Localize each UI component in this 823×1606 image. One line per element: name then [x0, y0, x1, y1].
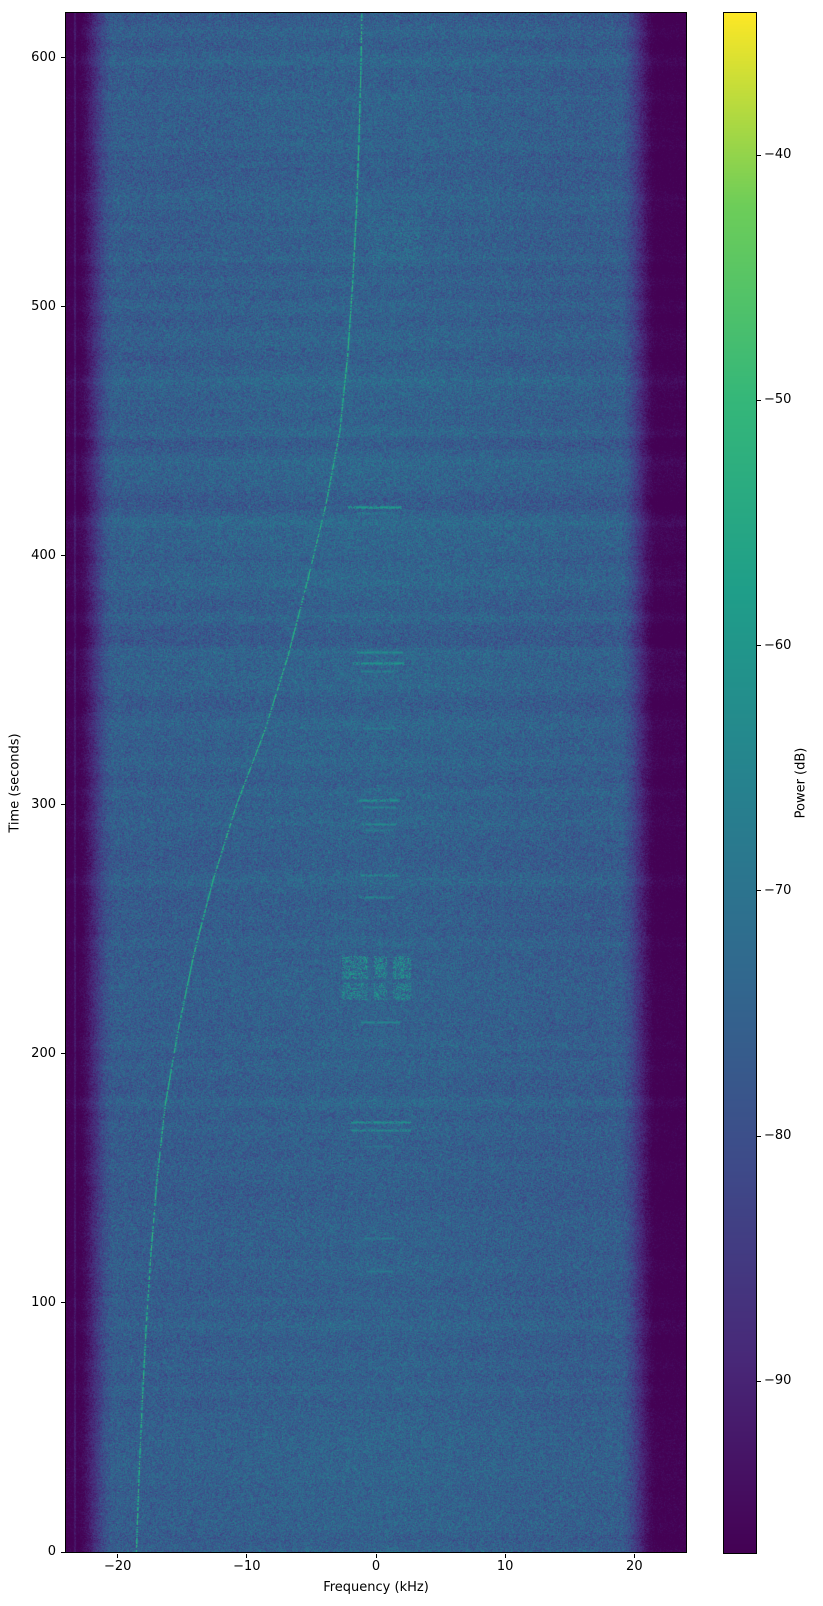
x-tick-label: 0 [371, 1559, 381, 1574]
colorbar-tick-label: −80 [764, 1128, 792, 1144]
y-tick-mark [61, 306, 65, 308]
colorbar-tick-label: −40 [764, 147, 792, 163]
colorbar-tick-mark [757, 645, 761, 647]
y-tick-label: 100 [31, 1294, 56, 1310]
y-axis-label: Time (seconds) [7, 733, 23, 833]
x-tick-mark [117, 1554, 119, 1558]
x-axis-label: Frequency (kHz) [323, 1580, 429, 1595]
y-tick-mark [61, 57, 65, 59]
x-tick-label: 20 [626, 1559, 643, 1574]
y-tick-mark [61, 1053, 65, 1055]
x-tick-label: −20 [103, 1559, 132, 1574]
y-tick-label: 300 [31, 796, 56, 812]
colorbar-tick-label: −90 [764, 1373, 792, 1389]
y-tick-label: 200 [31, 1045, 56, 1061]
spectrogram-canvas [66, 13, 686, 1552]
colorbar-tick-label: −60 [764, 637, 792, 653]
colorbar [723, 12, 757, 1554]
y-tick-label: 400 [31, 547, 56, 563]
colorbar-label: Power (dB) [793, 747, 809, 819]
colorbar-tick-mark [757, 1380, 761, 1382]
plot-area [65, 12, 687, 1553]
colorbar-tick-mark [757, 399, 761, 401]
colorbar-tick-label: −50 [764, 392, 792, 408]
x-tick-mark [633, 1554, 635, 1558]
y-tick-label: 0 [47, 1544, 56, 1559]
y-tick-mark [61, 555, 65, 557]
colorbar-tick-mark [757, 890, 761, 892]
y-tick-mark [61, 1302, 65, 1304]
y-tick-label: 600 [31, 49, 56, 65]
y-tick-mark [61, 804, 65, 806]
colorbar-canvas [724, 13, 756, 1553]
colorbar-tick-mark [757, 154, 761, 156]
colorbar-tick-mark [757, 1135, 761, 1137]
x-tick-mark [246, 1554, 248, 1558]
x-tick-mark [375, 1554, 377, 1558]
y-tick-mark [61, 1551, 65, 1553]
x-tick-label: −10 [233, 1559, 261, 1574]
colorbar-tick-label: −70 [764, 882, 792, 898]
x-tick-mark [504, 1554, 506, 1558]
y-tick-label: 500 [31, 298, 56, 314]
x-tick-label: 10 [496, 1559, 514, 1574]
